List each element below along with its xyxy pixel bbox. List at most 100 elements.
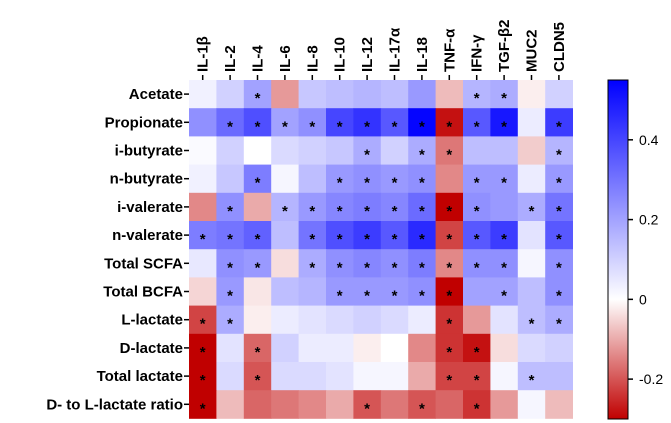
significance-star: *: [529, 316, 535, 333]
significance-star: *: [501, 118, 507, 135]
heatmap-cell: [326, 333, 354, 363]
significance-star: *: [309, 231, 315, 248]
heatmap-cell: [271, 108, 299, 137]
significance-star: *: [446, 372, 452, 389]
colorbar-tick-label: 0: [639, 291, 647, 307]
heatmap-cell: [545, 277, 573, 306]
heatmap-cell: [435, 80, 464, 109]
significance-star: *: [255, 372, 261, 389]
significance-star: *: [309, 203, 315, 220]
significance-star: *: [227, 288, 233, 305]
significance-star: *: [556, 288, 562, 305]
heatmap-cell: [435, 249, 464, 278]
heatmap-cell: [271, 390, 299, 419]
heatmap-cell: [490, 249, 519, 278]
significance-star: *: [556, 316, 562, 333]
significance-star: *: [255, 344, 261, 361]
heatmap-cell: [517, 249, 546, 278]
significance-star: *: [419, 231, 425, 248]
heatmap-cell: [353, 305, 382, 335]
heatmap-cell: [490, 192, 519, 222]
heatmap-cells: [189, 80, 573, 419]
heatmap-cell: [517, 277, 546, 306]
column-label: IL-8: [304, 45, 321, 72]
row-label: D- to L-lactate ratio: [46, 396, 183, 413]
heatmap-cell: [298, 362, 327, 391]
significance-star: *: [364, 288, 370, 305]
heatmap-cell: [517, 136, 546, 165]
significance-star: *: [255, 118, 261, 135]
heatmap-cell: [435, 221, 464, 250]
heatmap-cell: [189, 249, 217, 278]
heatmap-cell: [380, 164, 409, 194]
heatmap-cell: [517, 390, 546, 419]
heatmap-cell: [298, 108, 327, 137]
heatmap-cell: [326, 192, 354, 222]
significance-star: *: [227, 259, 233, 276]
heatmap-cell: [216, 390, 245, 419]
significance-star: *: [364, 118, 370, 135]
heatmap-cell: [271, 164, 299, 194]
significance-star: *: [419, 400, 425, 417]
heatmap-cell: [380, 249, 409, 278]
heatmap-cell: [298, 221, 327, 250]
heatmap-cell: [435, 333, 464, 363]
heatmap-cell: [408, 164, 436, 194]
heatmap-cell: [216, 221, 245, 250]
column-label: IL-1β: [195, 36, 212, 72]
heatmap-cell: [353, 164, 382, 194]
heatmap-cell: [216, 192, 245, 222]
significance-star: *: [501, 231, 507, 248]
heatmap-cell: [243, 277, 272, 306]
heatmap-cell: [517, 108, 546, 137]
significance-star: *: [556, 118, 562, 135]
heatmap-cell: [408, 277, 436, 306]
heatmap-cell: [243, 221, 272, 250]
heatmap-cell: [490, 164, 519, 194]
heatmap-cell: [353, 80, 382, 109]
heatmap-cell: [189, 221, 217, 250]
heatmap-cell: [326, 305, 354, 335]
heatmap-cell: [326, 221, 354, 250]
heatmap-cell: [326, 249, 354, 278]
significance-star: *: [474, 231, 480, 248]
heatmap-cell: [326, 80, 354, 109]
significance-star: *: [474, 400, 480, 417]
heatmap-cell: [435, 108, 464, 137]
heatmap-cell: [463, 362, 491, 391]
heatmap-cell: [353, 277, 382, 306]
significance-star: *: [501, 259, 507, 276]
heatmap-cell: [298, 136, 327, 165]
heatmap-cell: [517, 221, 546, 250]
heatmap-cell: [408, 305, 436, 335]
significance-star: *: [364, 231, 370, 248]
heatmap-cell: [408, 333, 436, 363]
heatmap-cell: [545, 390, 573, 419]
heatmap-cell: [353, 390, 382, 419]
heatmap-cell: [326, 136, 354, 165]
heatmap-cell: [298, 80, 327, 109]
heatmap-cell: [408, 362, 436, 391]
significance-star: *: [227, 231, 233, 248]
heatmap-cell: [490, 277, 519, 306]
column-label: MUC2: [524, 29, 541, 72]
heatmap-cell: [189, 164, 217, 194]
column-label: IL-18: [414, 37, 431, 72]
heatmap-cell: [463, 192, 491, 222]
heatmap-cell: [189, 108, 217, 137]
heatmap-cell: [463, 136, 491, 165]
significance-star: *: [474, 344, 480, 361]
heatmap-cell: [380, 221, 409, 250]
heatmap-cell: [463, 221, 491, 250]
heatmap-cell: [189, 277, 217, 306]
column-label: IL-2: [222, 45, 239, 72]
heatmap-cell: [463, 390, 491, 419]
heatmap-cell: [380, 192, 409, 222]
significance-star: *: [419, 203, 425, 220]
heatmap-cell: [490, 390, 519, 419]
column-label: TGF-β2: [496, 20, 513, 73]
heatmap-cell: [545, 108, 573, 137]
significance-star: *: [419, 175, 425, 192]
significance-star: *: [529, 203, 535, 220]
significance-star: *: [419, 118, 425, 135]
